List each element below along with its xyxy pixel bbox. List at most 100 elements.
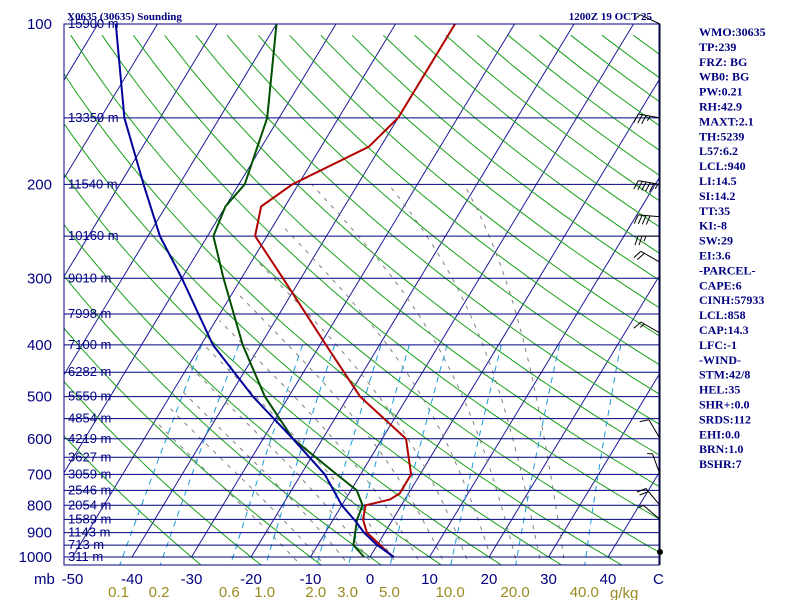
sounding-index: -PARCEL- [699, 263, 755, 277]
temperature-tick-label: 20 [481, 571, 498, 588]
isotherm-line [548, 373, 659, 558]
height-label: 713 m [68, 537, 104, 552]
dry-adiabat-line [195, 34, 659, 425]
dry-adiabat-line [64, 72, 623, 565]
temperature-tick-label: -30 [181, 571, 203, 588]
wind-barb-shaft [640, 250, 661, 263]
pressure-tick-label: 700 [27, 466, 52, 483]
sounding-index: LCL:858 [699, 308, 746, 322]
sounding-index: BSHR:7 [699, 457, 742, 471]
pressure-tick-label: 400 [27, 337, 52, 354]
wind-barb-flag [639, 419, 650, 423]
height-label: 6282 m [68, 364, 111, 379]
pressure-tick-label: 500 [27, 389, 52, 406]
height-label: 13350 m [68, 110, 119, 125]
mixing-ratio-tick-label: 10.0 [435, 584, 464, 600]
dry-adiabat-line [351, 34, 659, 281]
wind-barb-half-flag [654, 183, 659, 189]
dewpoint-profile-line [212, 24, 365, 558]
wind-barb-flag [636, 252, 645, 260]
pressure-tick-label: 600 [27, 431, 52, 448]
pressure-tick-label: 100 [27, 16, 52, 33]
sounding-index: LCL:940 [699, 159, 746, 173]
sounding-index: SRDS:112 [699, 412, 751, 426]
wind-barbs [633, 14, 663, 565]
wind-barb-flag [639, 491, 649, 496]
wind-barb-flag [638, 235, 643, 246]
dry-adiabat-line [289, 34, 659, 337]
moist-adiabat-line [282, 226, 494, 565]
height-label: 2546 m [68, 482, 111, 497]
mixing-ratio-line [450, 344, 502, 565]
isotherm-line [429, 177, 659, 558]
height-label: 7998 m [68, 306, 111, 321]
wind-barb-flag [641, 181, 647, 191]
isotherm-line [369, 79, 659, 558]
dry-adiabat-line [164, 34, 659, 456]
wind-barb-half-flag [635, 14, 641, 19]
parcel-profile-line [114, 24, 395, 558]
height-label: 1143 m [68, 525, 110, 540]
chart-title: X0635 (30635) Sounding [67, 11, 182, 23]
isotherm-line [191, 24, 515, 558]
moist-adiabat-line [388, 184, 542, 565]
height-label: 7100 m [68, 337, 111, 352]
pressure-tick-label: 900 [27, 525, 52, 542]
sounding-index: WB0: BG [699, 70, 749, 84]
mixing-ratio-line [515, 344, 560, 565]
sounding-index: HEL:35 [699, 383, 740, 397]
isotherm-line [310, 24, 634, 558]
wind-barb-flag [633, 250, 642, 258]
dry-adiabat-line [382, 34, 659, 254]
height-label: 4219 m [68, 431, 111, 446]
wind-barb-flag [634, 235, 639, 246]
pressure-tick-label: 1000 [19, 549, 52, 566]
dry-adiabat-line [570, 34, 659, 102]
plot-frame [63, 23, 660, 566]
temperature-tick-label: -10 [300, 571, 322, 588]
mixing-ratio-tick-label: 40.0 [570, 584, 599, 600]
temperature-tick-label: -50 [62, 571, 84, 588]
wind-barb-flag [645, 182, 651, 192]
wind-barb-shaft [640, 321, 661, 334]
dry-adiabat-line [64, 223, 443, 565]
height-label: 15900 m [68, 16, 119, 31]
dry-adiabat-line [320, 34, 659, 309]
profile-lines [114, 24, 456, 558]
mixing-ratio-tick-label: 5.0 [379, 584, 400, 600]
mixing-ratio-tick-label: 20.0 [500, 584, 529, 600]
wind-barb-flag [641, 115, 647, 125]
height-label: 11540 m [68, 176, 118, 191]
sounding-index: WMO:30635 [699, 25, 766, 39]
sounding-index: KI:-8 [699, 219, 727, 233]
dry-adiabat-line [226, 34, 659, 395]
temperature-tick-label: 30 [540, 571, 557, 588]
sounding-index: CAP:14.3 [699, 323, 749, 337]
sounding-index: CAPE:6 [699, 278, 742, 292]
pressure-unit-label: mb [34, 571, 55, 588]
temperature-tick-label: -40 [121, 571, 143, 588]
isotherm-line [64, 24, 218, 278]
sounding-index: LI:14.5 [699, 174, 737, 188]
sounding-index: TH:5239 [699, 129, 744, 143]
dry-adiabat-line [64, 435, 202, 565]
wind-barb-flag [637, 214, 643, 225]
moist-adiabat-line [166, 405, 326, 565]
sounding-index: CINH:57933 [699, 293, 764, 307]
height-label: 2054 m [68, 497, 111, 512]
wind-barb-half-flag [643, 235, 647, 242]
isotherm-line [488, 275, 659, 558]
height-label: 4854 m [68, 411, 111, 426]
valid-time: 1200Z 19 OCT 25 [569, 11, 653, 23]
wind-barb-shaft [652, 453, 661, 475]
dry-adiabat-line [64, 380, 262, 565]
temperature-tick-labels: -50 -40 -30 -20 -10 0 10 20 30 40 [62, 571, 617, 588]
temperature-tick-label: 40 [600, 571, 617, 588]
moist-adiabat-line [219, 320, 422, 565]
sounding-index: MAXT:2.1 [699, 114, 754, 128]
sounding-index: -WIND- [699, 353, 741, 367]
wind-barb-half-flag [646, 115, 651, 121]
moist-adiabat-line [177, 386, 350, 565]
